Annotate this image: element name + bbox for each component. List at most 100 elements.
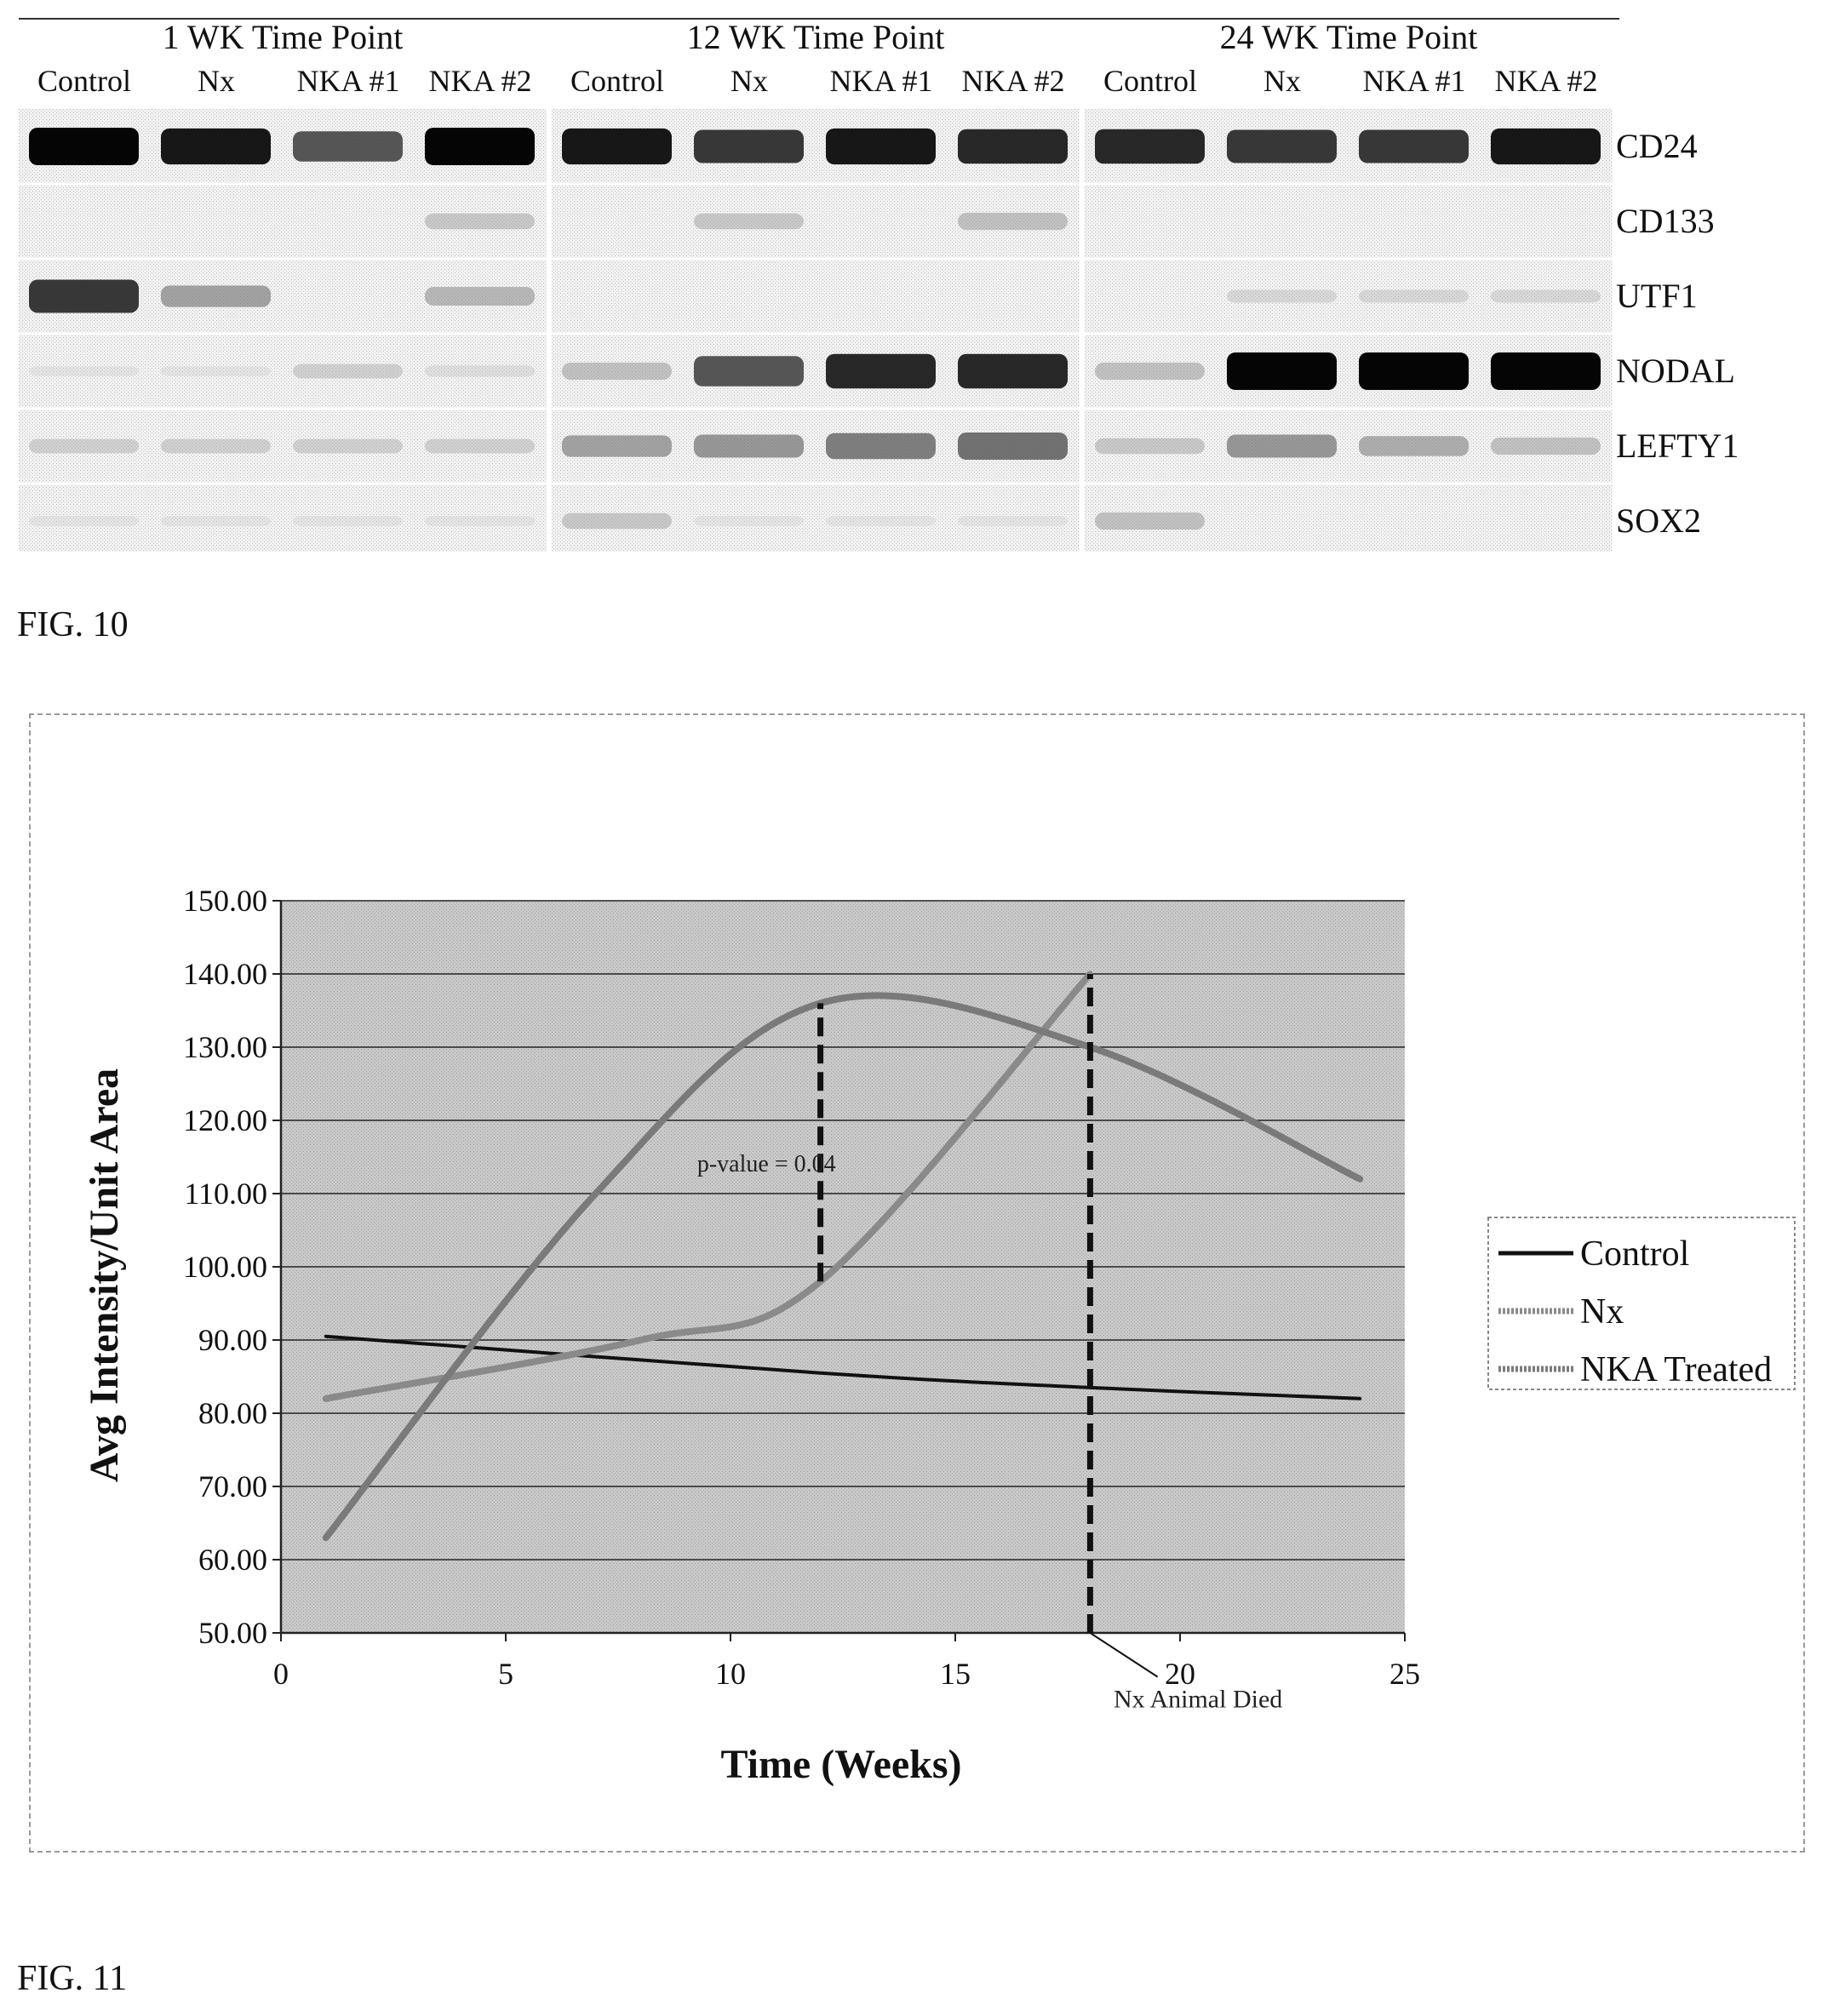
blot-band xyxy=(694,129,804,163)
timepoint-title: 24 WK Time Point xyxy=(1219,18,1478,56)
blot-band xyxy=(1227,129,1337,163)
blot-band xyxy=(694,356,804,387)
blot-band xyxy=(1359,129,1469,163)
p-value-annotation: p-value = 0.04 xyxy=(697,1151,836,1177)
lane-label: NKA #1 xyxy=(1362,64,1466,98)
blot-band xyxy=(425,365,535,377)
y-tick-label: 150.00 xyxy=(183,884,267,918)
blot-band xyxy=(161,128,271,165)
blot-band xyxy=(1227,352,1337,390)
timepoint-title: 12 WK Time Point xyxy=(686,18,945,56)
legend-box xyxy=(1487,1217,1796,1390)
x-tick-label: 0 xyxy=(273,1657,289,1691)
fig10-caption: FIG. 10 xyxy=(17,605,129,644)
legend-label: NKA Treated xyxy=(1580,1350,1772,1389)
y-tick-label: 130.00 xyxy=(183,1030,267,1064)
blot-band xyxy=(425,287,535,306)
chart-frame xyxy=(29,713,1805,1853)
blot-band xyxy=(1227,434,1337,458)
lane-label: Nx xyxy=(731,64,768,98)
blot-band xyxy=(1095,512,1205,530)
y-tick-label: 100.00 xyxy=(183,1250,267,1284)
lane-label: Control xyxy=(37,64,131,98)
x-tick-label: 15 xyxy=(940,1657,971,1691)
series-line-control xyxy=(324,1334,1362,1400)
marker-label: SOX2 xyxy=(1616,501,1702,540)
blot-band xyxy=(29,279,139,313)
marker-label: CD24 xyxy=(1616,127,1698,165)
series-line-nx xyxy=(322,971,1094,1402)
x-tick-label: 5 xyxy=(498,1657,513,1691)
blot-band xyxy=(694,516,804,526)
blot-band xyxy=(29,366,139,376)
x-tick-label: 10 xyxy=(715,1657,746,1691)
blot-band xyxy=(29,438,139,454)
blot-band xyxy=(161,516,271,526)
x-axis-title: Time (Weeks) xyxy=(720,1742,961,1787)
blot-band xyxy=(826,516,936,526)
blot-band xyxy=(958,516,1068,526)
blot-band xyxy=(161,366,271,376)
lane-label: Control xyxy=(1103,64,1197,98)
y-tick-label: 120.00 xyxy=(183,1103,267,1137)
fig11-caption: FIG. 11 xyxy=(17,1959,128,1998)
blot-band xyxy=(29,516,139,526)
blot-band xyxy=(1491,352,1601,390)
blot-band xyxy=(1095,362,1205,381)
legend-label: Control xyxy=(1580,1234,1689,1274)
blot-band xyxy=(293,364,403,379)
blot-band xyxy=(161,438,271,454)
y-tick-label: 110.00 xyxy=(184,1177,267,1211)
blot-band xyxy=(826,432,936,460)
blot-band xyxy=(694,213,804,230)
blot-band xyxy=(694,434,804,458)
y-axis-title: Avg Intensity/Unit Area xyxy=(82,1068,127,1482)
lane-label: NKA #1 xyxy=(829,64,933,98)
lane-label: Nx xyxy=(1263,64,1301,98)
legend-label: Nx xyxy=(1580,1292,1624,1332)
blot-band xyxy=(958,353,1068,389)
blot-band xyxy=(826,128,936,165)
marker-label: NODAL xyxy=(1616,352,1735,390)
y-tick-label: 80.00 xyxy=(198,1396,267,1430)
lane-label: NKA #2 xyxy=(1494,64,1598,98)
blot-band xyxy=(293,131,403,162)
lane-label: NKA #2 xyxy=(428,64,532,98)
blot-band xyxy=(562,435,672,457)
blot-image xyxy=(19,18,1619,552)
line-chart: 50.00 60.00 70.00 80.00 90.00 100.00 110.00 120… xyxy=(82,884,1796,1787)
y-tick-label: 90.00 xyxy=(198,1323,267,1357)
blot-band xyxy=(1491,437,1601,455)
x-tick-label: 20 xyxy=(1165,1657,1195,1691)
blot-band xyxy=(425,128,535,165)
blot-band xyxy=(161,285,271,307)
lane-label: Control xyxy=(570,64,664,98)
nx-died-annotation: Nx Animal Died xyxy=(1114,1685,1282,1713)
blot-band xyxy=(1227,289,1337,303)
blot-band xyxy=(958,212,1068,231)
blot-band xyxy=(1095,438,1205,455)
blot-band xyxy=(826,353,936,389)
blot-band xyxy=(1359,436,1469,456)
timepoint-title: 1 WK Time Point xyxy=(162,18,404,56)
blot-band xyxy=(425,438,535,454)
blot-band xyxy=(1359,352,1469,390)
blot-band xyxy=(1491,289,1601,303)
lane-label: NKA #2 xyxy=(961,64,1065,98)
series-line-nka-treated xyxy=(322,992,1364,1542)
blot-band xyxy=(958,129,1068,164)
y-tick-label: 70.00 xyxy=(198,1469,267,1503)
blot-band xyxy=(425,213,535,230)
blot-band xyxy=(29,128,139,165)
blot-band xyxy=(1491,128,1601,165)
marker-label: CD133 xyxy=(1616,202,1715,240)
blot-band xyxy=(1095,129,1205,164)
western-blot-figure: 1 WK Time Point Control Nx NKA #1 NKA #2 12 W… xyxy=(19,17,1739,552)
blot-band xyxy=(562,362,672,381)
lane-label: NKA #1 xyxy=(296,64,400,98)
blot-band xyxy=(293,438,403,454)
y-tick-label: 140.00 xyxy=(183,957,267,991)
blot-band xyxy=(1359,289,1469,303)
x-tick-label: 25 xyxy=(1389,1657,1420,1691)
y-tick-label: 60.00 xyxy=(198,1543,267,1577)
